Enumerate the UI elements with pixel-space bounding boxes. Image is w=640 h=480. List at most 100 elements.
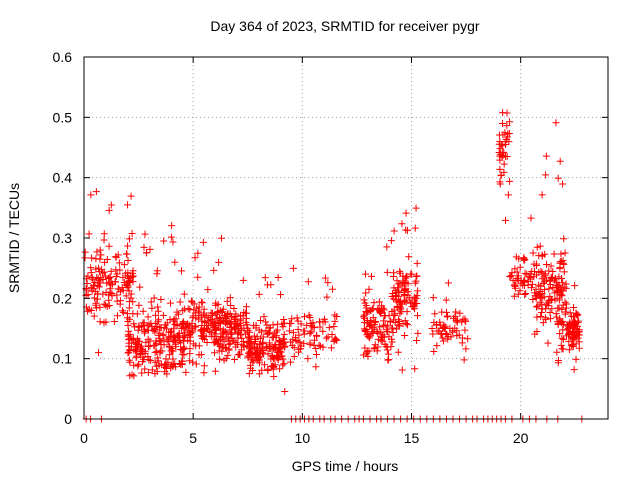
data-point (210, 339, 218, 347)
data-point (157, 295, 165, 303)
data-point (503, 122, 511, 130)
data-point (274, 274, 282, 282)
data-point (301, 313, 309, 321)
data-point (366, 321, 374, 329)
grid-lines (84, 57, 608, 419)
data-point (260, 313, 268, 321)
data-point (180, 324, 188, 332)
data-point (227, 330, 235, 338)
data-point (570, 304, 578, 312)
data-point (85, 230, 93, 238)
data-point (403, 321, 411, 329)
data-point (178, 267, 186, 275)
data-point (307, 319, 315, 327)
data-point (558, 345, 566, 353)
data-point (240, 308, 248, 316)
data-point (261, 274, 269, 282)
data-point (413, 336, 421, 344)
data-point (514, 276, 522, 284)
data-point (328, 330, 336, 338)
data-point (116, 300, 124, 308)
data-point (399, 278, 407, 286)
data-point (532, 294, 540, 302)
data-point (411, 224, 419, 232)
data-point (370, 344, 378, 352)
data-point (384, 356, 392, 364)
data-point (115, 259, 123, 267)
data-point (370, 299, 378, 307)
data-point (258, 346, 266, 354)
data-point (388, 338, 396, 346)
data-point (122, 250, 130, 258)
data-point (171, 321, 179, 329)
data-point (179, 319, 187, 327)
data-point (262, 318, 270, 326)
data-point (107, 267, 115, 275)
data-point (362, 289, 370, 297)
data-point (255, 370, 263, 378)
y-tick-label: 0.1 (53, 351, 73, 367)
data-point (243, 321, 251, 329)
data-point (151, 348, 159, 356)
data-point (541, 314, 549, 322)
chart-title: Day 364 of 2023, SRMTID for receiver pyg… (210, 18, 480, 34)
data-point (538, 305, 546, 313)
data-point (568, 334, 576, 342)
data-point (389, 289, 397, 297)
data-point (90, 294, 98, 302)
data-point (111, 278, 119, 286)
data-point (138, 369, 146, 377)
data-point (450, 314, 458, 322)
data-point (381, 340, 389, 348)
data-point (226, 339, 234, 347)
data-point (153, 267, 161, 275)
data-point (92, 301, 100, 309)
data-point (174, 331, 182, 339)
data-point (288, 342, 296, 350)
data-point (383, 268, 391, 276)
data-point (540, 273, 548, 281)
data-point (112, 273, 120, 281)
data-point (521, 282, 529, 290)
data-point (536, 298, 544, 306)
y-tick-label: 0 (64, 411, 72, 427)
data-point (201, 319, 209, 327)
data-point (556, 157, 564, 165)
data-point (144, 369, 152, 377)
data-point (113, 291, 121, 299)
data-point (537, 282, 545, 290)
data-point (322, 334, 330, 342)
data-point (177, 345, 185, 353)
data-point (522, 289, 530, 297)
data-point (430, 318, 438, 326)
data-point (118, 307, 126, 315)
data-point (120, 261, 128, 269)
data-point (251, 336, 259, 344)
data-point (114, 251, 122, 259)
data-point (393, 277, 401, 285)
data-point (505, 129, 513, 137)
data-point (160, 341, 168, 349)
data-point (532, 285, 540, 293)
data-point (214, 340, 222, 348)
data-point (289, 264, 297, 272)
data-point (437, 330, 445, 338)
data-point (547, 296, 555, 304)
data-point (372, 317, 380, 325)
data-point (396, 309, 404, 317)
data-point (388, 324, 396, 332)
data-point (266, 345, 274, 353)
data-point (124, 242, 132, 250)
data-point (87, 191, 95, 199)
data-point (307, 328, 315, 336)
data-point (151, 370, 159, 378)
data-point (368, 328, 376, 336)
data-point (458, 318, 466, 326)
data-point (128, 229, 136, 237)
data-point (433, 327, 441, 335)
data-point (546, 308, 554, 316)
data-point (188, 326, 196, 334)
data-point (552, 119, 560, 127)
data-point (133, 335, 141, 343)
